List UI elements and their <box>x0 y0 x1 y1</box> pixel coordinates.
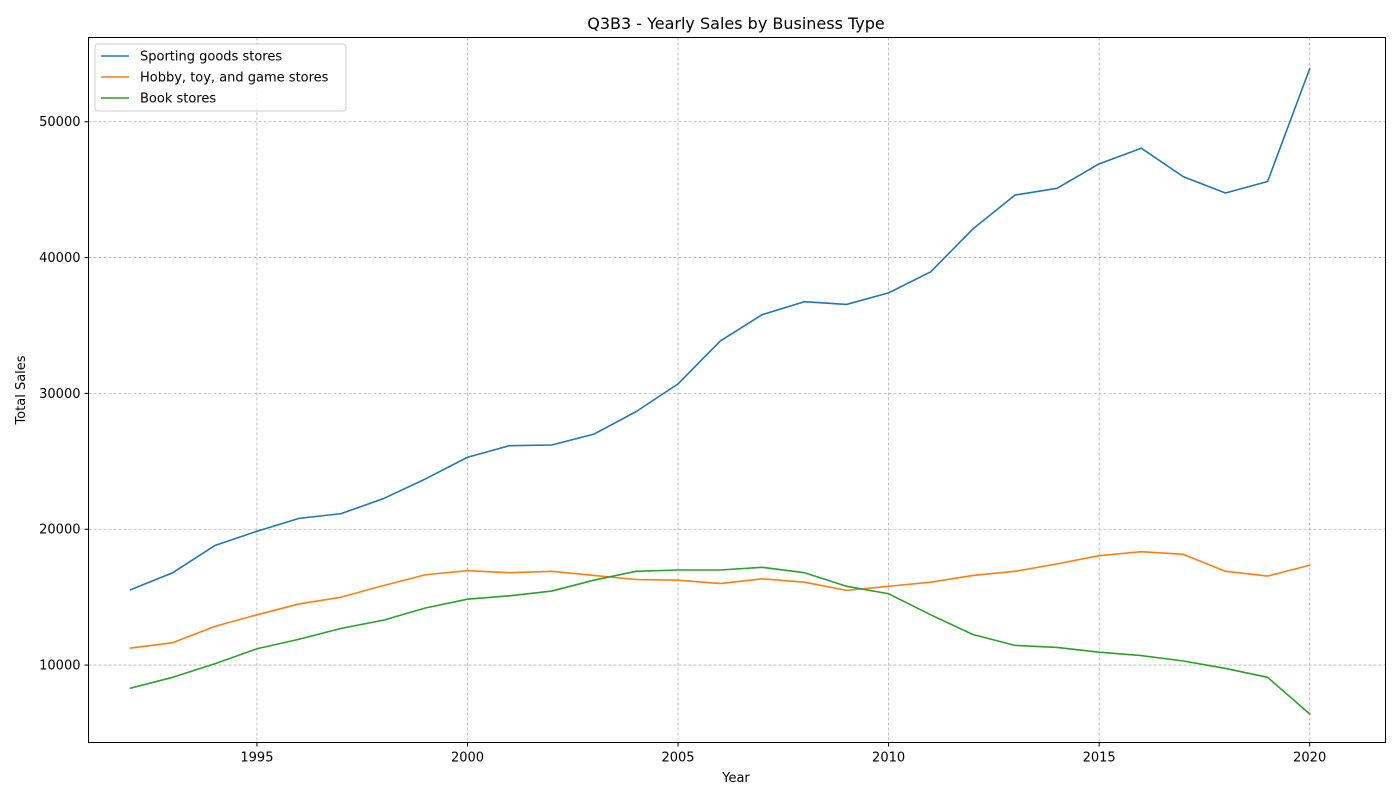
x-tick-label: 2020 <box>1293 751 1326 766</box>
y-tick-label: 50000 <box>39 115 80 130</box>
x-tick-label: 2015 <box>1083 751 1116 766</box>
x-tick-label: 1995 <box>240 751 273 766</box>
y-tick-label: 30000 <box>39 387 80 402</box>
grid-lines <box>88 37 1386 743</box>
legend-box <box>94 43 347 112</box>
x-tick-label: 2005 <box>661 751 694 766</box>
legend-label: Book stores <box>140 92 216 107</box>
y-axis-label: Total Sales <box>14 355 29 425</box>
y-tick-label: 20000 <box>39 523 80 538</box>
x-tick-label: 2000 <box>451 751 484 766</box>
chart-title: Q3B3 - Yearly Sales by Business Type <box>587 14 885 33</box>
legend-label: Sporting goods stores <box>140 50 282 65</box>
y-tick-label: 40000 <box>39 251 80 266</box>
x-tick-label: 2010 <box>872 751 905 766</box>
legend: Sporting goods stores Hobby, toy, and gam… <box>94 43 347 112</box>
series-line-1 <box>129 550 1311 649</box>
x-axis-label: Year <box>721 771 750 786</box>
series-line-2 <box>129 566 1311 716</box>
axis-ticks: 1995 2000 2005 2010 2015 2020 10000 20000 30000 4… <box>39 115 1326 765</box>
plot-frame <box>88 37 1386 743</box>
series-line-0 <box>129 67 1311 591</box>
series-lines <box>129 67 1311 716</box>
y-tick-label: 10000 <box>39 659 80 674</box>
legend-label: Hobby, toy, and game stores <box>140 71 329 86</box>
